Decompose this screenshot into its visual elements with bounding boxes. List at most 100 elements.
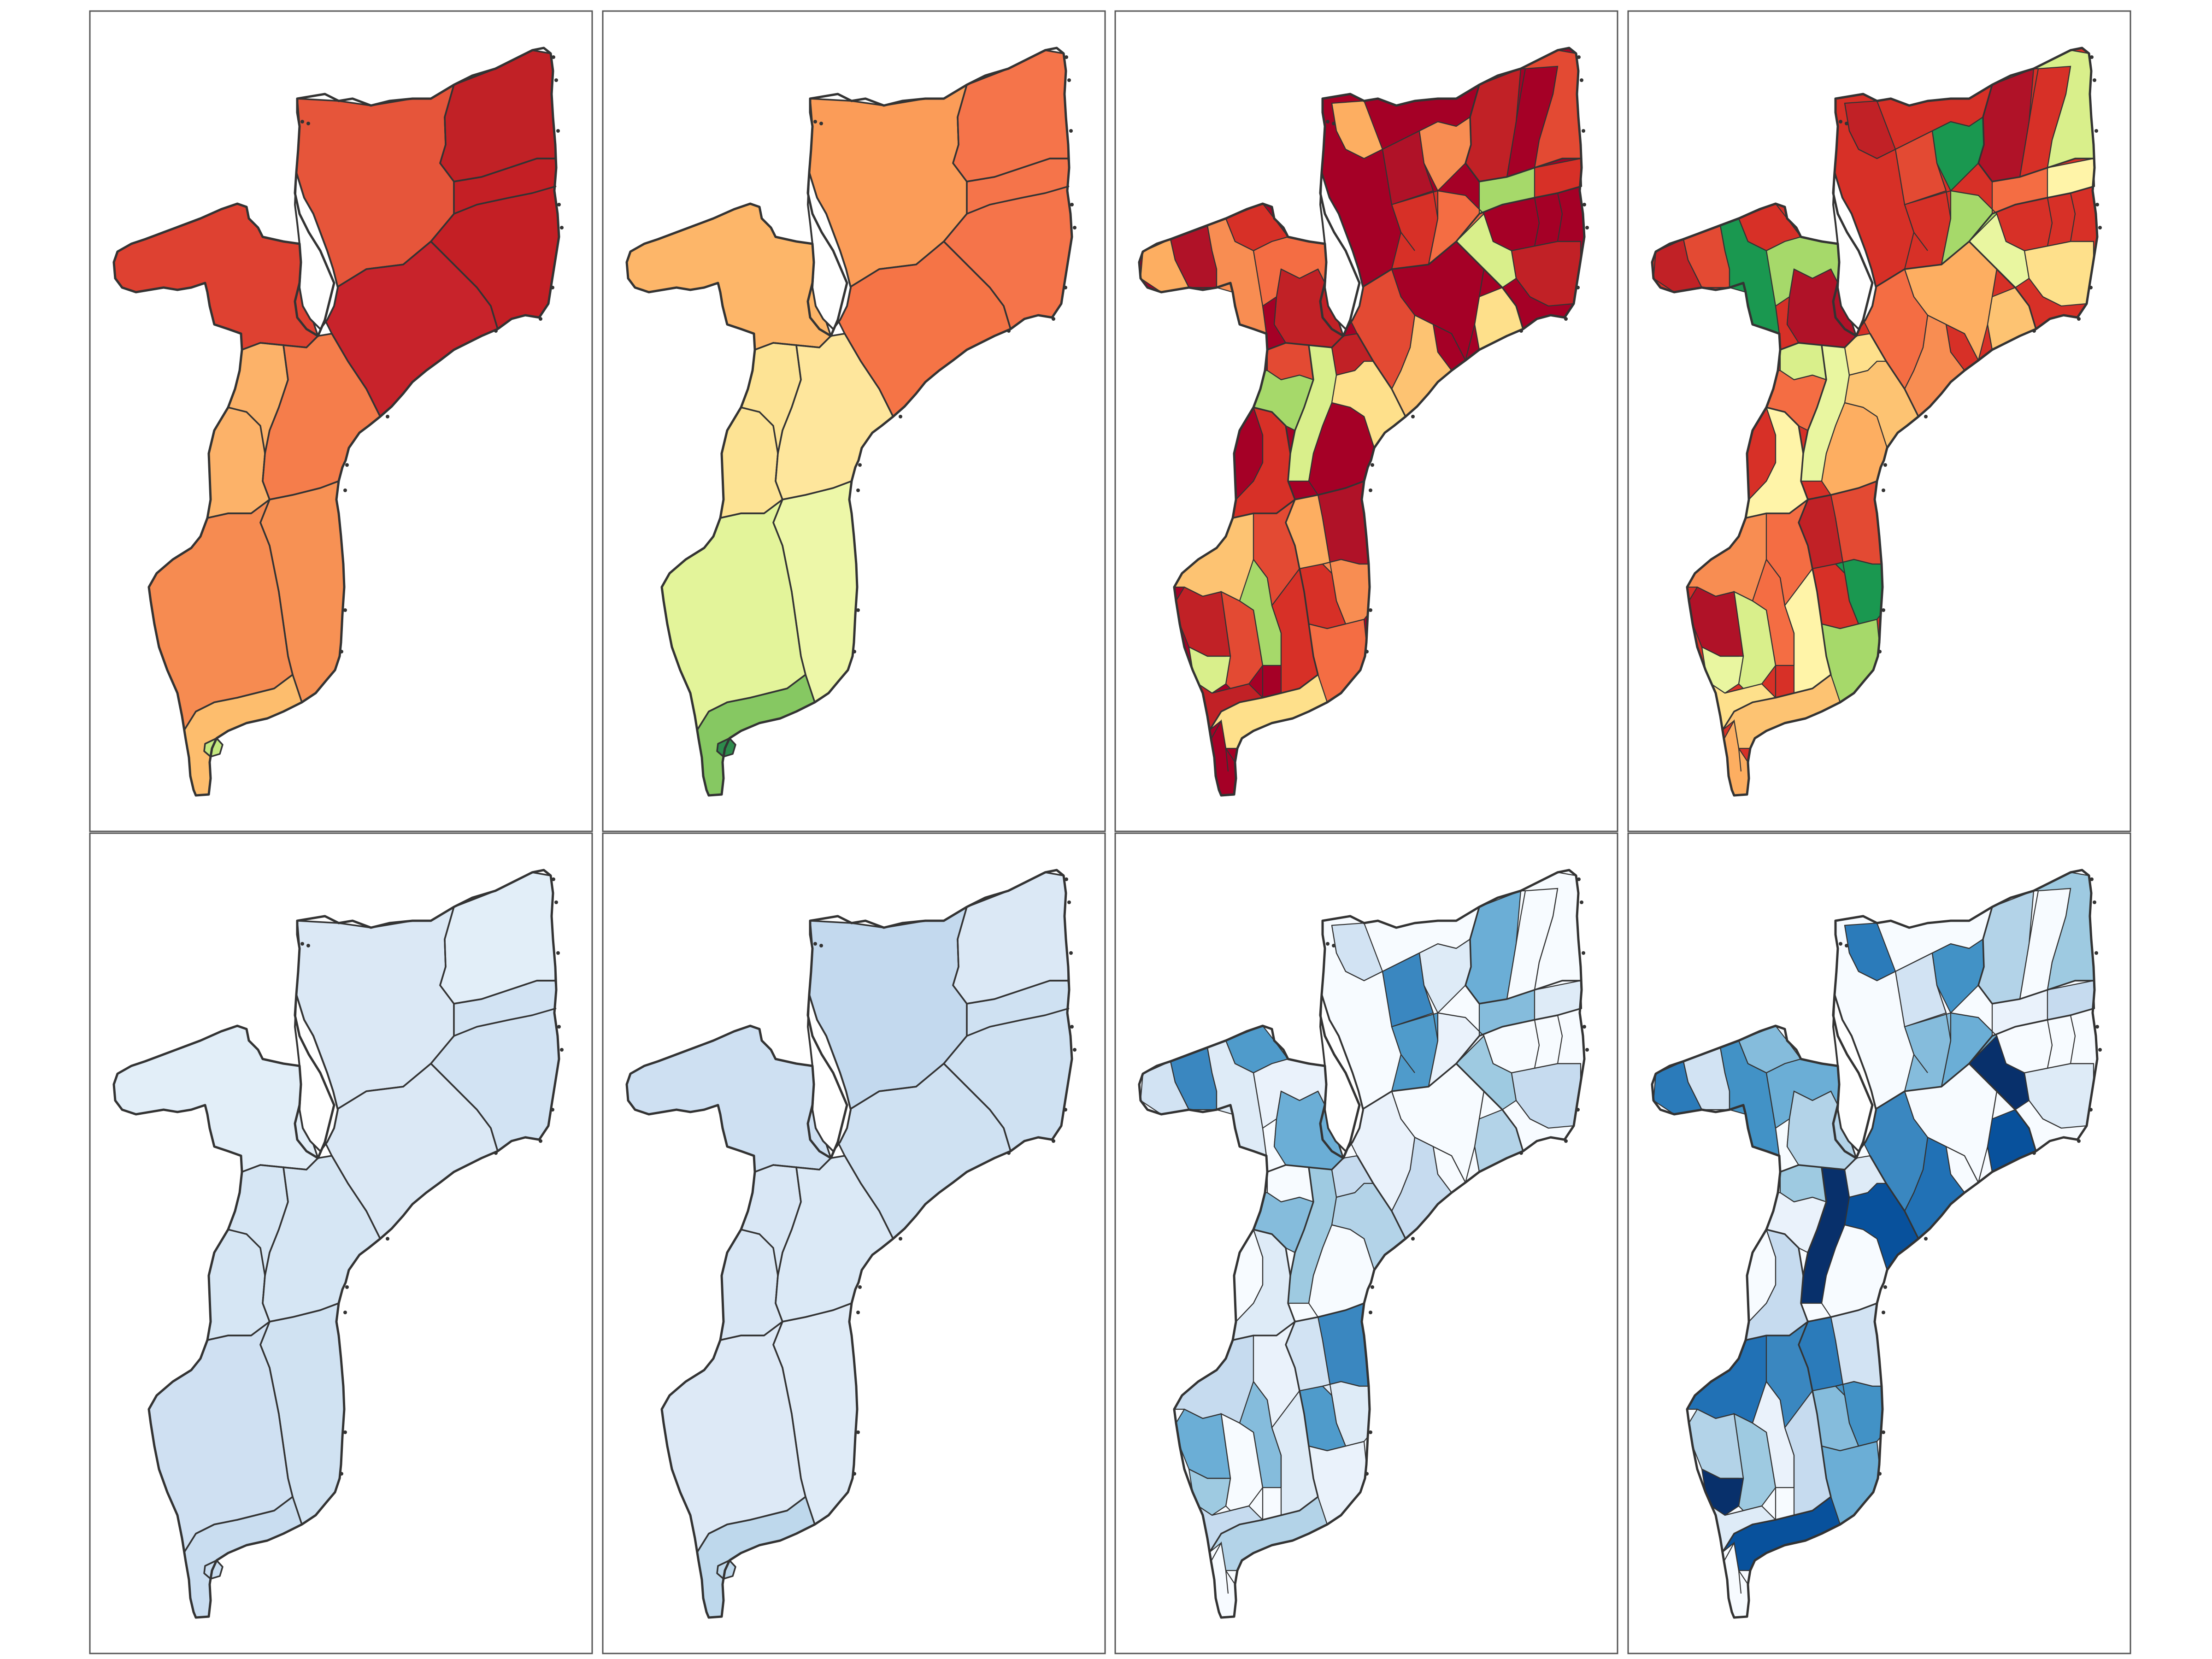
islet-marker	[1052, 317, 1055, 321]
country-outline	[112, 47, 560, 797]
province-boundary	[1356, 1155, 1406, 1239]
islet-marker	[1577, 55, 1581, 59]
islet-marker	[1845, 122, 1848, 125]
district-boundary	[1418, 953, 1439, 1087]
district-boundary	[1220, 720, 1229, 772]
district-boundary	[1701, 647, 1739, 657]
province-boundary	[1287, 1167, 1314, 1322]
district-boundary	[1308, 1441, 1365, 1452]
district-boundary	[1913, 117, 1983, 141]
district-boundary	[1198, 683, 1249, 694]
panel-grid	[89, 10, 2131, 1654]
province-boundary	[262, 1167, 289, 1322]
islet-marker	[1878, 1472, 1882, 1476]
district-boundary	[1765, 1432, 1777, 1520]
islet-marker	[1924, 415, 1928, 418]
islet-marker	[1007, 329, 1011, 333]
islet-marker	[1365, 1472, 1369, 1476]
district-boundary	[2024, 250, 2062, 306]
islet-marker	[556, 951, 560, 955]
islet-marker	[1882, 608, 1885, 612]
district-boundary	[1987, 1091, 1998, 1172]
district-boundary	[1557, 1015, 1563, 1064]
islet-marker	[1073, 1048, 1077, 1052]
islet-marker	[1883, 1285, 1887, 1289]
islet-marker	[345, 463, 349, 467]
province-boundary	[1253, 406, 1291, 454]
islet-marker	[2077, 1139, 2081, 1143]
country-outline	[1138, 869, 1586, 1619]
district-boundary	[1945, 1146, 1965, 1193]
islet-marker	[306, 122, 310, 125]
islet-marker	[1371, 463, 1374, 467]
islet-marker	[899, 415, 902, 418]
islet-marker	[1067, 78, 1071, 82]
islet-marker	[1519, 1151, 1523, 1155]
province-boundary	[331, 333, 381, 417]
province-boundary	[228, 1229, 266, 1276]
province-boundary	[772, 1321, 806, 1497]
district-boundary	[1267, 1192, 1314, 1203]
province-boundary	[259, 499, 294, 675]
district-boundary	[1336, 1183, 1365, 1198]
district-boundary	[1506, 68, 1526, 177]
islet-marker	[2090, 55, 2094, 59]
district-boundary	[2024, 1072, 2062, 1129]
district-boundary	[1322, 1381, 1360, 1387]
islet-marker	[554, 78, 558, 82]
islet-marker	[551, 286, 554, 289]
islet-marker	[1583, 1025, 1586, 1029]
islet-marker	[340, 650, 343, 653]
islet-marker	[858, 463, 862, 467]
province-boundary	[1356, 333, 1406, 417]
country-outline	[1138, 47, 1586, 797]
district-boundary	[1766, 1381, 1795, 1488]
province-boundary	[966, 980, 1068, 1005]
islet-marker	[2098, 226, 2102, 229]
district-boundary	[1235, 407, 1264, 500]
islet-marker	[1332, 944, 1335, 947]
district-boundary	[2070, 193, 2076, 242]
district-boundary	[1996, 1035, 2094, 1074]
district-boundary	[1220, 591, 1231, 684]
district-boundary	[1945, 324, 1965, 371]
district-boundary	[1821, 1169, 1850, 1304]
district-boundary	[1437, 1012, 1484, 1036]
district-boundary	[1711, 1505, 1762, 1516]
province-boundary	[943, 241, 1012, 329]
islet-marker	[1411, 1237, 1415, 1241]
islet-marker	[1924, 1237, 1928, 1241]
islet-marker	[386, 1237, 389, 1241]
islet-marker	[1580, 900, 1583, 904]
district-boundary	[1170, 239, 1189, 288]
district-region	[1266, 1164, 1314, 1203]
district-boundary	[1733, 1413, 1744, 1506]
province-boundary	[772, 499, 806, 675]
islet-marker	[858, 1285, 862, 1289]
province-boundary	[1479, 158, 1581, 182]
islet-marker	[1007, 1151, 1011, 1155]
province-boundary	[1800, 345, 1827, 500]
province-boundary	[1722, 674, 1832, 730]
province-boundary	[1253, 1229, 1291, 1276]
province-boundary	[966, 158, 1068, 182]
district-boundary	[1400, 939, 1471, 963]
islet-marker	[1883, 463, 1887, 467]
district-boundary	[1253, 610, 1264, 698]
province-boundary	[336, 1007, 557, 1111]
district-boundary	[1273, 1091, 1282, 1147]
district-boundary	[1794, 268, 1838, 283]
district-boundary	[1904, 315, 1929, 389]
islet-marker	[856, 608, 860, 612]
province-boundary	[1361, 185, 1582, 288]
islet-marker	[856, 1311, 860, 1314]
islet-marker	[551, 1108, 554, 1112]
islet-marker	[1845, 944, 1848, 947]
islet-marker	[1576, 1108, 1580, 1112]
district-boundary	[1894, 971, 1928, 1073]
district-boundary	[1331, 1224, 1375, 1271]
country-outline	[1651, 869, 2099, 1619]
islet-marker	[1365, 650, 1369, 653]
islet-marker	[1519, 329, 1523, 333]
district-boundary	[1996, 213, 2094, 252]
